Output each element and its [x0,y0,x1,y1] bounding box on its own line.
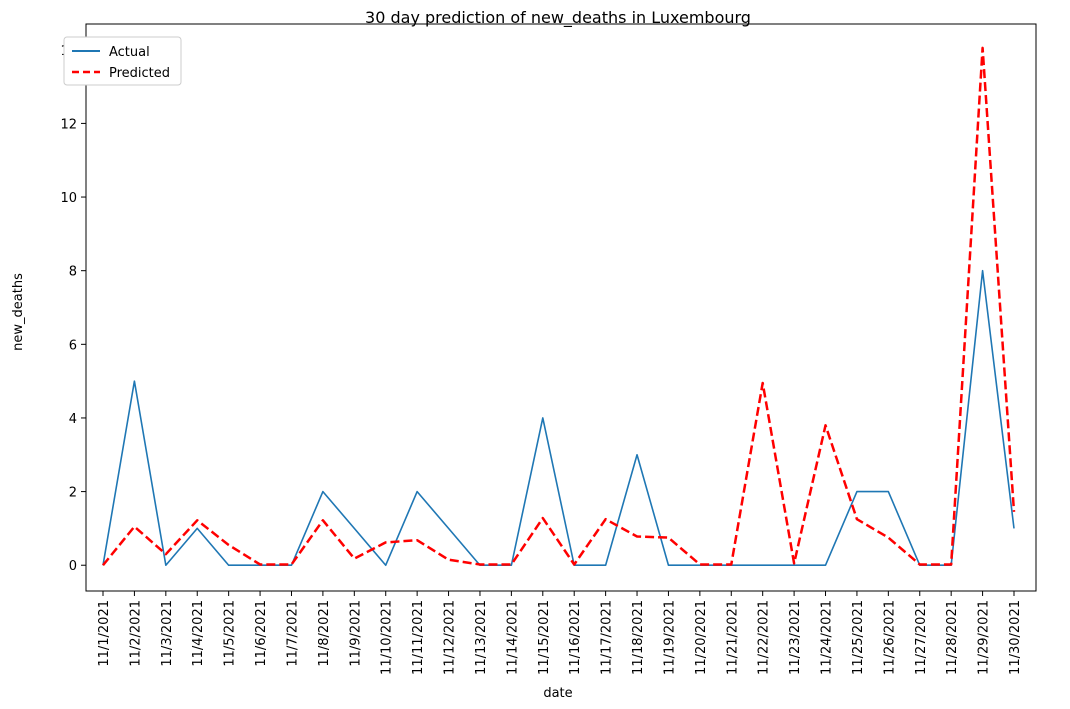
x-tick-label: 11/24/2021 [820,600,835,675]
chart-title: 30 day prediction of new_deaths in Luxem… [365,8,751,28]
plot-area [85,23,1037,592]
x-tick-label: 11/21/2021 [725,600,740,675]
x-tick-label: 11/6/2021 [254,600,269,667]
x-tick-label: 11/1/2021 [97,600,112,667]
series-line-actual [102,269,1015,567]
x-tick-label: 11/4/2021 [191,600,206,667]
x-tick-label: 11/29/2021 [977,600,992,675]
x-axis: 11/1/2021 11/2/2021 11/3/2021 11/4/2021 11/5… [97,591,1023,675]
x-tick-label: 11/27/2021 [914,600,929,675]
y-tick-label: 4 [69,412,77,427]
x-tick-label: 11/12/2021 [443,600,458,675]
y-tick-label: 0 [69,559,77,574]
x-tick-label: 11/9/2021 [348,600,363,667]
y-tick-label: 6 [69,338,77,353]
x-axis-label: date [543,686,572,701]
x-tick-label: 11/3/2021 [160,600,175,667]
x-tick-label: 11/2/2021 [128,600,143,667]
legend-predicted-label: Predicted [109,66,170,81]
x-tick-label: 11/22/2021 [757,600,772,675]
x-tick-label: 11/18/2021 [631,600,646,675]
x-tick-label: 11/7/2021 [285,600,300,667]
x-tick-label: 11/23/2021 [788,600,803,675]
x-tick-label: 11/17/2021 [600,600,615,675]
legend-box [63,36,182,86]
x-tick-label: 11/25/2021 [851,600,866,675]
x-tick-label: 11/15/2021 [537,600,552,675]
x-tick-label: 11/5/2021 [223,600,238,667]
x-tick-label: 11/14/2021 [505,600,520,675]
y-axis: 02468101214 [60,44,86,574]
x-tick-label: 11/28/2021 [945,600,960,675]
x-tick-label: 11/13/2021 [474,600,489,675]
legend: Actual Predicted [63,36,182,86]
x-tick-label: 11/11/2021 [411,600,426,675]
x-tick-label: 11/16/2021 [568,600,583,675]
y-tick-label: 2 [69,486,77,501]
x-tick-label: 11/26/2021 [882,600,897,675]
x-tick-label: 11/19/2021 [662,600,677,675]
y-tick-label: 8 [69,265,77,280]
y-tick-label: 12 [60,117,77,132]
x-tick-label: 11/20/2021 [694,600,709,675]
series-line-predicted [102,46,1016,567]
x-tick-label: 11/10/2021 [380,600,395,675]
legend-actual-label: Actual [109,45,150,60]
x-tick-label: 11/30/2021 [1008,600,1023,675]
x-tick-label: 11/8/2021 [317,600,332,667]
y-tick-label: 10 [60,191,77,206]
y-axis-label: new_deaths [11,273,26,351]
series-layer [102,46,1016,567]
